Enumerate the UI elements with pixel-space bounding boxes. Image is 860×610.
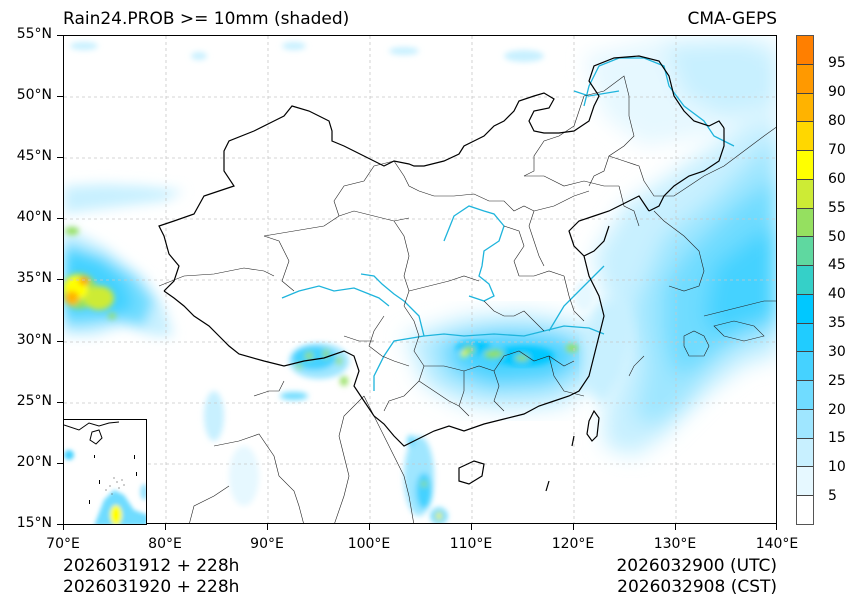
colorbar-segment — [797, 352, 813, 382]
colorbar-segment — [797, 381, 813, 410]
colorbar-segment — [797, 36, 813, 65]
colorbar-label: 55 — [828, 200, 846, 216]
colorbar-segment — [797, 179, 813, 209]
colorbar-label: 90 — [828, 84, 846, 100]
colorbar-label: 15 — [828, 430, 846, 446]
x-tick-label: 70°E — [46, 536, 80, 552]
colorbar-segment — [797, 323, 813, 353]
x-tick-label: 140°E — [755, 536, 799, 552]
national-boundary — [158, 55, 725, 492]
x-tick — [369, 524, 371, 530]
colorbar-segment — [797, 237, 813, 267]
y-tick — [57, 35, 63, 37]
x-tick-label: 110°E — [449, 536, 493, 552]
y-tick-label: 35°N — [16, 270, 52, 286]
colorbar-segment — [797, 266, 813, 295]
x-tick-label: 80°E — [148, 536, 182, 552]
x-tick — [573, 524, 575, 530]
colorbar-segment — [797, 93, 813, 123]
y-tick — [57, 524, 63, 526]
y-tick-label: 15°N — [16, 515, 52, 531]
colorbar-segment — [797, 496, 813, 525]
x-tick — [63, 524, 65, 530]
province-boundaries — [158, 75, 776, 523]
model-name: CMA-GEPS — [687, 9, 777, 29]
y-tick-label: 30°N — [16, 332, 52, 348]
map-plot-area — [63, 35, 777, 524]
colorbar-label: 80 — [828, 113, 846, 129]
colorbar-label: 60 — [828, 171, 846, 187]
colorbar-segment — [797, 64, 813, 94]
x-tick — [776, 524, 778, 530]
colorbar-label: 40 — [828, 286, 846, 302]
colorbar-label: 70 — [828, 142, 846, 158]
probability-map — [64, 36, 776, 523]
y-tick — [57, 402, 63, 404]
colorbar-segment — [797, 467, 813, 497]
gridlines — [64, 36, 776, 523]
y-tick-label: 20°N — [16, 454, 52, 470]
init-time-utc: 2026031912 + 228h — [63, 556, 240, 576]
y-tick — [57, 96, 63, 98]
rivers — [281, 57, 735, 391]
valid-time-block: 2026032900 (UTC) 2026032908 (CST) — [616, 556, 777, 598]
x-tick-label: 130°E — [653, 536, 697, 552]
colorbar-segment — [797, 409, 813, 439]
y-tick-label: 25°N — [16, 393, 52, 409]
colorbar-label: 50 — [828, 229, 846, 245]
y-tick — [57, 279, 63, 281]
south-china-sea-inset — [63, 419, 147, 525]
colorbar — [796, 35, 814, 525]
colorbar-label: 25 — [828, 373, 846, 389]
chart-title: Rain24.PROB >= 10mm (shaded) — [63, 9, 350, 29]
y-tick — [57, 341, 63, 343]
colorbar-segment — [797, 438, 813, 468]
colorbar-label: 35 — [828, 315, 846, 331]
y-tick-label: 55°N — [16, 26, 52, 42]
x-tick — [267, 524, 269, 530]
colorbar-label: 20 — [828, 402, 846, 418]
x-tick-label: 100°E — [347, 536, 391, 552]
colorbar-segment — [797, 122, 813, 152]
colorbar-segment — [797, 151, 813, 180]
colorbar-label: 95 — [828, 55, 846, 71]
y-tick-label: 45°N — [16, 148, 52, 164]
x-tick — [675, 524, 677, 530]
y-tick — [57, 218, 63, 220]
colorbar-label: 10 — [828, 459, 846, 475]
valid-time-cst: 2026032908 (CST) — [617, 577, 777, 597]
inset-map — [64, 421, 146, 524]
y-tick — [57, 157, 63, 159]
colorbar-label: 45 — [828, 257, 846, 273]
init-time-cst: 2026031920 + 228h — [63, 577, 240, 597]
colorbar-label: 5 — [828, 488, 837, 504]
y-tick — [57, 463, 63, 465]
colorbar-segment — [797, 208, 813, 238]
valid-time-utc: 2026032900 (UTC) — [616, 556, 777, 576]
y-tick-label: 40°N — [16, 209, 52, 225]
x-tick — [471, 524, 473, 530]
x-tick-label: 120°E — [551, 536, 595, 552]
colorbar-label: 30 — [828, 344, 846, 360]
init-time-block: 2026031912 + 228h 2026031920 + 228h — [63, 556, 239, 598]
colorbar-segment — [797, 294, 813, 324]
y-tick-label: 50°N — [16, 87, 52, 103]
x-tick-label: 90°E — [250, 536, 284, 552]
x-tick — [165, 524, 167, 530]
